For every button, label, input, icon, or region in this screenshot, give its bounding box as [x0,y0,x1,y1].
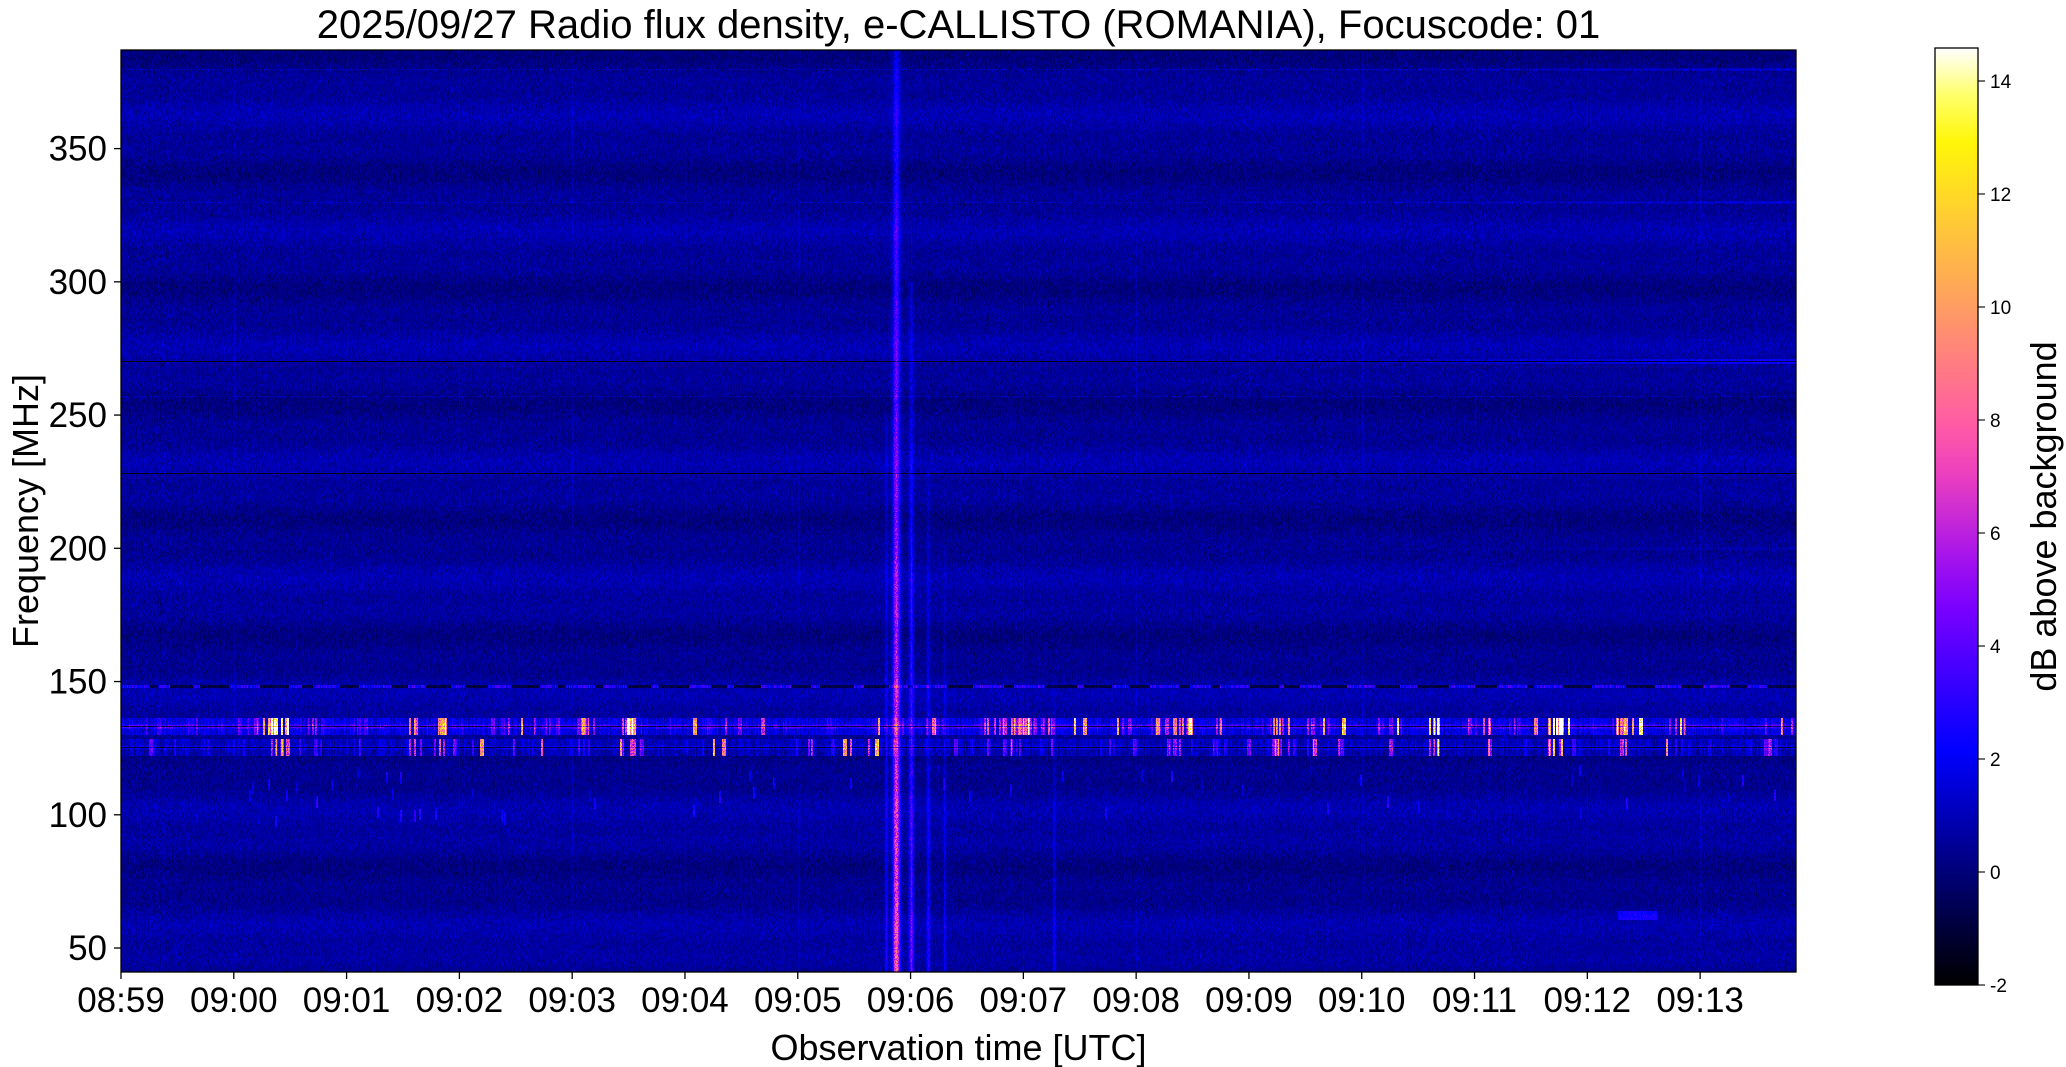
svg-text:09:10: 09:10 [1318,981,1406,1020]
svg-text:09:01: 09:01 [303,981,391,1020]
svg-text:09:12: 09:12 [1544,981,1632,1020]
svg-text:Frequency [MHz]: Frequency [MHz] [5,374,46,648]
svg-text:09:02: 09:02 [416,981,504,1020]
svg-text:350: 350 [49,130,107,169]
svg-text:4: 4 [1990,637,2001,658]
svg-text:2025/09/27 Radio flux density: 2025/09/27 Radio flux density, e-CALLIST… [317,3,1601,47]
svg-text:09:11: 09:11 [1432,981,1517,1020]
svg-text:50: 50 [68,929,107,968]
svg-text:12: 12 [1990,185,2011,206]
svg-text:09:00: 09:00 [190,981,278,1020]
svg-text:09:13: 09:13 [1656,981,1744,1020]
svg-text:2: 2 [1990,750,2001,771]
svg-text:300: 300 [49,263,107,302]
svg-text:6: 6 [1990,524,2001,545]
svg-text:08:59: 08:59 [77,981,165,1020]
svg-text:8: 8 [1990,411,2001,432]
svg-text:Observation time [UTC]: Observation time [UTC] [770,1027,1146,1067]
svg-text:10: 10 [1990,298,2011,319]
svg-text:09:08: 09:08 [1092,981,1180,1020]
svg-text:dB above background: dB above background [2023,341,2064,691]
svg-text:-2: -2 [1990,976,2007,997]
svg-text:09:04: 09:04 [641,981,729,1020]
svg-text:09:03: 09:03 [528,981,616,1020]
svg-text:250: 250 [49,396,107,435]
svg-text:09:07: 09:07 [980,981,1068,1020]
svg-text:14: 14 [1990,72,2012,93]
svg-text:100: 100 [49,796,107,835]
svg-text:09:05: 09:05 [754,981,842,1020]
svg-text:09:09: 09:09 [1205,981,1293,1020]
svg-text:200: 200 [49,529,107,568]
svg-text:0: 0 [1990,863,2001,884]
svg-text:09:06: 09:06 [867,981,955,1020]
svg-text:150: 150 [49,663,107,702]
